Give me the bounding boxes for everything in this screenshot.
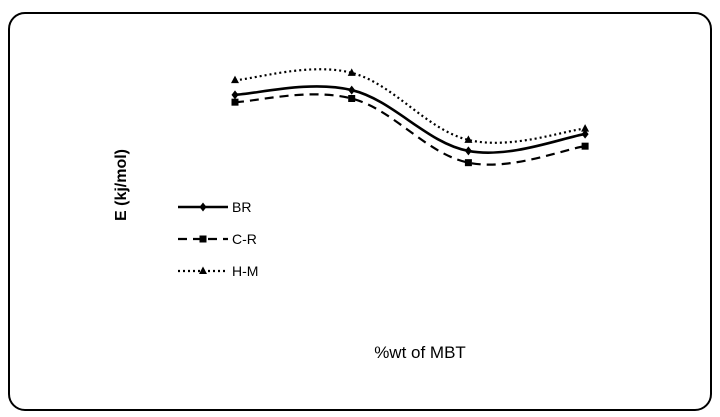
data-point-br-4 [581,129,589,139]
series-line-c-r [234,93,586,166]
series-layer [231,68,590,167]
legend-label-br: BR [232,199,251,215]
data-point-br-3 [464,146,472,156]
series-line-br [234,85,586,154]
legend-label-c-r: C-R [232,231,257,247]
legend-label-h-m: H-M [232,263,258,279]
legend-marker-c-r [199,235,207,243]
legend: BR C-R H-M [178,199,258,279]
data-point-c-r-4 [581,142,589,150]
data-point-h-m-3 [464,135,473,143]
legend-marker-h-m [199,266,207,274]
chart-frame [8,12,712,411]
data-point-h-m-2 [347,68,356,76]
data-point-h-m-4 [581,124,590,132]
data-point-h-m-1 [231,75,239,84]
data-point-c-r-3 [464,159,472,167]
data-point-c-r-1 [231,98,239,106]
legend-marker-br [199,202,207,212]
data-point-br-1 [231,90,239,100]
data-point-br-2 [348,85,356,95]
x-axis-label: %wt of MBT [374,343,466,362]
data-point-c-r-2 [348,95,356,102]
y-axis-label: E (kj/mol) [113,149,130,221]
series-line-h-m [234,68,586,144]
